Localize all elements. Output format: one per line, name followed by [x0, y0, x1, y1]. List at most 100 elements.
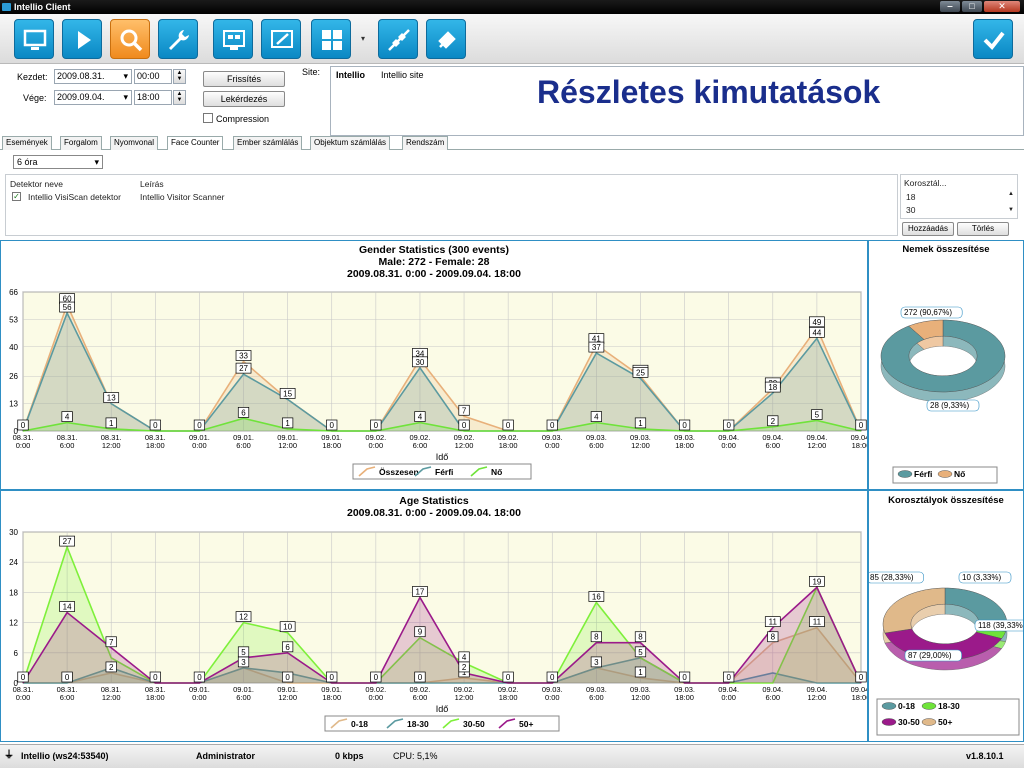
age-group-list[interactable]: Korosztál... 18 30 ▲ ▼	[900, 174, 1018, 219]
layout-dropdown-arrow[interactable]: ▾	[360, 34, 365, 43]
minimize-button[interactable]: ‒	[940, 1, 960, 12]
data-label: 0	[282, 671, 294, 683]
data-label-box	[809, 576, 825, 587]
data-label-box	[370, 671, 382, 683]
scroll-up-icon[interactable]: ▲	[1008, 191, 1014, 197]
disconnect-button[interactable]	[378, 19, 418, 59]
age-group-item[interactable]: 18	[906, 192, 916, 202]
data-label-box	[546, 671, 558, 683]
data-label-text: 27	[239, 364, 248, 373]
detector-desc-header[interactable]: Leírás	[140, 179, 164, 189]
data-label-text: 5	[815, 410, 820, 419]
x-tick-label: 6:00	[60, 441, 75, 450]
tab-people-counting[interactable]: Ember számlálás	[233, 136, 303, 150]
legend-swatch-Nő	[937, 470, 953, 478]
add-age-group-button[interactable]: Hozzáadás	[902, 222, 954, 236]
window-title: Intellio Client	[14, 2, 71, 12]
scroll-down-icon[interactable]: ▼	[1008, 207, 1014, 213]
x-tick-label: 12:00	[278, 441, 297, 450]
monitor-button[interactable]	[14, 19, 54, 59]
tab-traffic[interactable]: Forgalom	[60, 136, 102, 150]
detector-name[interactable]: Intellio VisiScan detektor	[28, 192, 121, 202]
window-titlebar[interactable]: Intellio Client ‒ □ ✕	[0, 0, 1024, 14]
tab-face-counter[interactable]: Face Counter	[167, 136, 224, 151]
query-button[interactable]: Lekérdezés	[203, 91, 285, 107]
tab-events[interactable]: Események	[2, 136, 52, 150]
connect-button[interactable]	[426, 19, 466, 59]
detector-checkbox[interactable]: ✓	[12, 192, 21, 201]
site-label: Site:	[302, 67, 321, 77]
play-button[interactable]	[62, 19, 102, 59]
checkmark-icon	[983, 31, 1005, 51]
data-label-text: 5	[241, 648, 246, 657]
age-chart-title: Age Statistics	[399, 495, 469, 507]
data-label: 0	[502, 671, 514, 683]
data-label: 0	[414, 671, 426, 683]
data-label-text: 11	[769, 618, 778, 627]
camera-grid-button[interactable]	[213, 19, 253, 59]
delete-age-group-button[interactable]: Törlés	[957, 222, 1009, 236]
age-group-item[interactable]: 30	[906, 205, 916, 215]
legend-label-Férfi: Férfi	[435, 467, 453, 477]
data-label-box	[678, 671, 691, 683]
tab-track[interactable]: Nyomvonal	[110, 136, 159, 150]
x-tick-label: 0:00	[192, 441, 207, 450]
tab-license-plate[interactable]: Rendszám	[402, 136, 449, 150]
end-date-field[interactable]: 2009.09.04. ▾	[54, 90, 132, 105]
detector-list[interactable]: Detektor neve Leírás ✓ Intellio VisiScan…	[5, 174, 898, 236]
confirm-button[interactable]	[973, 19, 1013, 59]
current-user: Administrator	[196, 751, 256, 761]
site-name[interactable]: Intellio	[336, 70, 365, 80]
start-date-field[interactable]: 2009.08.31. ▾	[54, 69, 132, 84]
data-label-text: 10	[283, 623, 292, 632]
plot-area	[22, 531, 862, 684]
x-tick-label: 09.04.	[762, 433, 783, 442]
y-tick-label: 12	[9, 619, 18, 628]
data-label: 7	[105, 636, 117, 648]
end-time-field[interactable]: 18:00	[134, 90, 172, 105]
data-label: 0	[17, 671, 29, 683]
start-date-value: 2009.08.31.	[57, 71, 105, 81]
x-tick-label: 18:00	[499, 441, 518, 450]
picture-edit-button[interactable]	[261, 19, 301, 59]
data-label-text: 7	[109, 638, 114, 647]
data-label: 1	[105, 417, 117, 429]
x-tick-label: 12:00	[455, 441, 474, 450]
slice-label: 118 (39,33%)	[974, 619, 1023, 632]
start-time-field[interactable]: 00:00	[134, 69, 172, 84]
series-area-18-30	[23, 657, 861, 683]
data-label-text: 11	[813, 618, 822, 627]
network-icon: ⏚	[4, 750, 14, 761]
age-group-header[interactable]: Korosztál...	[904, 178, 947, 188]
x-tick-label: 18:00	[322, 441, 341, 450]
x-tick-label: 09.01.	[233, 433, 254, 442]
start-time-spinner[interactable]: ▲ ▼	[173, 69, 186, 84]
data-label-text: 37	[592, 343, 601, 352]
data-label: 0	[370, 671, 382, 683]
data-label-box	[634, 646, 647, 658]
settings-button[interactable]	[158, 19, 198, 59]
disconnect-icon	[388, 29, 410, 51]
search-button[interactable]	[110, 19, 150, 59]
close-button[interactable]: ✕	[984, 1, 1020, 12]
data-label-text: 0	[418, 673, 423, 682]
interval-select[interactable]: 6 óra ▾	[13, 155, 103, 169]
data-label: 17	[412, 586, 428, 597]
data-label: 14	[59, 601, 75, 612]
data-label-box	[193, 419, 206, 431]
data-label-text: 0	[550, 673, 555, 682]
data-label-box	[767, 415, 779, 427]
x-axis-title: Idő	[436, 452, 449, 462]
end-time-spinner[interactable]: ▲ ▼	[173, 90, 186, 105]
refresh-button[interactable]: Frissítés	[203, 71, 285, 87]
compression-checkbox[interactable]	[203, 113, 213, 123]
detector-name-header[interactable]: Detektor neve	[10, 179, 63, 189]
x-tick-label: 0:00	[721, 693, 736, 702]
data-label-text: 0	[21, 421, 26, 430]
data-label-box	[809, 326, 825, 338]
data-label: 0	[546, 419, 558, 431]
maximize-button[interactable]: □	[962, 1, 982, 12]
tab-object-counting[interactable]: Objektum számlálás	[310, 136, 391, 150]
layout-button[interactable]	[311, 19, 351, 59]
interval-value: 6 óra	[17, 157, 38, 167]
